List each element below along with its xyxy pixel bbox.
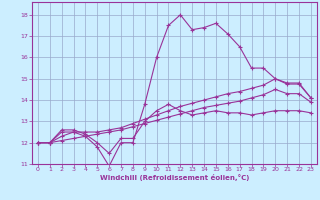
X-axis label: Windchill (Refroidissement éolien,°C): Windchill (Refroidissement éolien,°C) <box>100 174 249 181</box>
